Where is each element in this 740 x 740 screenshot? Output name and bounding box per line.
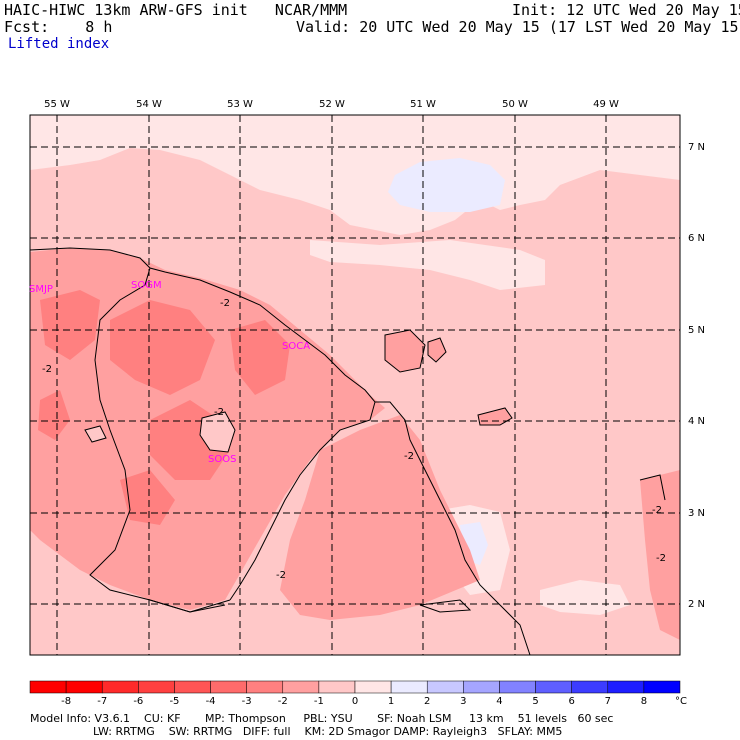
colorbar-swatch <box>426 680 464 694</box>
lon-label: 50 W <box>502 99 528 110</box>
contour-label: -2 <box>214 407 224 418</box>
filled-field <box>30 115 680 655</box>
colorbar-swatch <box>535 680 572 694</box>
colorbar-swatch <box>571 680 609 694</box>
lon-label: 51 W <box>410 99 436 110</box>
lat-label: 6 N <box>688 233 705 244</box>
lat-labels: 7 N 6 N 5 N 4 N 3 N 2 N <box>688 142 705 610</box>
colorbar-swatch <box>499 680 536 694</box>
run-title: HAIC-HIWC 13km ARW-GFS init NCAR/MMM <box>4 1 348 19</box>
forecast-hour: Fcst: 8 h <box>4 18 113 36</box>
coastline <box>30 247 531 655</box>
colorbar-tick-label: -7 <box>97 696 107 707</box>
lat-label: 5 N <box>688 325 705 336</box>
lon-label: 54 W <box>136 99 162 110</box>
colorbar-tick-label: -3 <box>242 696 252 707</box>
contour-label: -2 <box>656 553 666 564</box>
colorbar-tick-label: -2 <box>278 696 288 707</box>
colorbar-tick-label: 6 <box>568 696 574 707</box>
contour-label: -2 <box>220 298 230 309</box>
lon-label: 55 W <box>44 99 70 110</box>
valid-time: Valid: 20 UTC Wed 20 May 15 (17 LST Wed … <box>296 18 740 36</box>
colorbar-tick-label: 0 <box>352 696 358 707</box>
colorbar-tick-label: -4 <box>206 696 216 707</box>
contour-label: -2 <box>42 364 52 375</box>
colorbar-swatch <box>246 680 284 694</box>
colorbar-tick-label: 1 <box>388 696 394 707</box>
colorbar-swatch <box>29 680 67 694</box>
graticule <box>30 115 680 655</box>
colorbar: -8 -7 -6 -5 -4 -3 -2 -1 0 1 2 3 4 5 6 7 8 <box>29 680 681 707</box>
colorbar-unit: °C <box>675 696 687 707</box>
lat-label: 7 N <box>688 142 705 153</box>
colorbar-swatch <box>318 680 356 694</box>
contour-label: -2 <box>652 505 662 516</box>
stations: SMJP SOGM SOCA SOOS <box>29 280 310 465</box>
field-name: Lifted index <box>8 36 110 52</box>
colorbar-swatch <box>138 680 175 694</box>
contour-value-labels: -2 -2 -2 -2 -2 -2 -2 <box>42 298 666 581</box>
colorbar-tick-label: -8 <box>61 696 71 707</box>
colorbar-swatch <box>607 680 645 694</box>
station-label: SOGM <box>131 280 162 291</box>
colorbar-swatch <box>210 680 247 694</box>
model-info-line1: Model Info: V3.6.1 CU: KF MP: Thompson P… <box>30 712 614 725</box>
init-time: Init: 12 UTC Wed 20 May 15 <box>512 1 740 19</box>
lon-label: 53 W <box>227 99 253 110</box>
colorbar-swatch <box>282 680 320 694</box>
colorbar-swatch <box>174 680 211 694</box>
colorbar-tick-label: 7 <box>605 696 611 707</box>
colorbar-tick-label: -6 <box>133 696 143 707</box>
colorbar-tick-label: -5 <box>169 696 179 707</box>
colorbar-tick-label: 5 <box>532 696 538 707</box>
lat-label: 3 N <box>688 508 705 519</box>
colorbar-swatch <box>463 680 500 694</box>
colorbar-tick-label: 2 <box>424 696 430 707</box>
colorbar-tick-label: -1 <box>314 696 324 707</box>
contour-label: -2 <box>276 570 286 581</box>
colorbar-swatch <box>65 680 103 694</box>
colorbar-tick-label: 8 <box>641 696 647 707</box>
colorbar-swatch <box>354 680 392 694</box>
lat-label: 2 N <box>688 599 705 610</box>
model-info-line2: LW: RRTMG SW: RRTMG DIFF: full KM: 2D Sm… <box>30 725 563 738</box>
colorbar-swatch <box>101 680 139 694</box>
colorbar-swatch <box>643 680 681 694</box>
station-label: SOOS <box>208 454 236 465</box>
lon-label: 49 W <box>593 99 619 110</box>
colorbar-swatch <box>390 680 428 694</box>
station-label: SMJP <box>29 284 53 295</box>
colorbar-tick-label: 3 <box>460 696 466 707</box>
lon-labels: 55 W 54 W 53 W 52 W 51 W 50 W 49 W <box>44 99 619 110</box>
contour-label: -2 <box>404 451 414 462</box>
colorbar-tick-label: 4 <box>496 696 502 707</box>
station-label: SOCA <box>282 341 310 352</box>
map-frame <box>29 114 681 656</box>
lat-label: 4 N <box>688 416 705 427</box>
lon-label: 52 W <box>319 99 345 110</box>
